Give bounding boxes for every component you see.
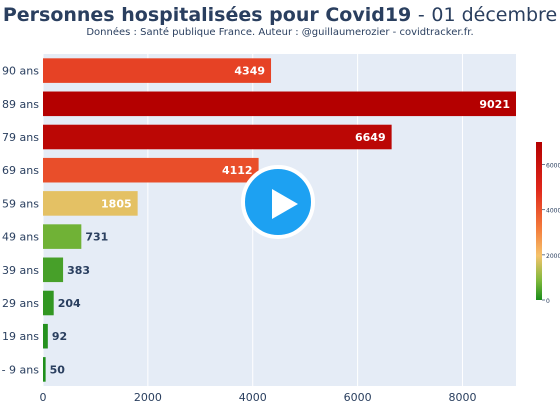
- chart-title: Personnes hospitalisées pour Covid19 - 0…: [0, 4, 560, 26]
- colorbar-tick-label: 6000: [546, 163, 560, 170]
- x-tick-label: 4000: [239, 391, 267, 404]
- bar: [43, 191, 138, 216]
- title-date: 01 décembre: [431, 4, 558, 26]
- category-label: 10 - 19 ans: [0, 330, 39, 343]
- bar-value-label: 731: [85, 231, 108, 244]
- colorbar: 0 2000 4000 6000: [536, 142, 560, 305]
- bar-value-label: 50: [50, 363, 66, 376]
- colorbar-tick-label: 2000: [546, 253, 560, 260]
- category-label: 20 - 29 ans: [0, 297, 39, 310]
- category-label: 40 - 49 ans: [0, 231, 39, 244]
- x-tick-label: 6000: [344, 391, 372, 404]
- category-label: 0 - 9 ans: [0, 363, 39, 376]
- bar: [43, 290, 54, 316]
- category-label: 80 - 89 ans: [0, 98, 39, 111]
- colorbar-tick-label: 0: [546, 298, 550, 305]
- bar: [43, 124, 392, 150]
- bar-value-label: 4349: [234, 65, 265, 78]
- bar-value-label: 383: [67, 264, 90, 277]
- chart-subtitle: Données : Santé publique France. Auteur …: [86, 27, 474, 38]
- bars: 4349 9021 6649 4112 1805 731 383 204 92 50: [43, 58, 516, 382]
- x-axis-ticks: 0 2000 4000 6000 8000: [40, 391, 477, 404]
- bar-value-label: 6649: [355, 131, 386, 144]
- bar: [43, 157, 259, 183]
- bar: [43, 224, 82, 249]
- x-tick-label: 8000: [448, 391, 476, 404]
- bar: [43, 323, 48, 349]
- x-tick-label: 2000: [134, 391, 162, 404]
- title-separator: -: [417, 4, 425, 26]
- bar-value-label: 9021: [479, 98, 510, 111]
- bar-value-label: 204: [58, 297, 81, 310]
- colorbar-tick-label: 4000: [546, 208, 560, 215]
- colorbar-gradient: [536, 142, 542, 300]
- bar: [43, 91, 516, 117]
- category-label: 70 - 79 ans: [0, 131, 39, 144]
- bar-value-label: 4112: [222, 164, 253, 177]
- category-label: 50 - 59 ans: [0, 197, 39, 210]
- play-icon[interactable]: [241, 165, 315, 239]
- y-axis-labels: > 90 ans 80 - 89 ans 70 - 79 ans 60 - 69 an…: [0, 65, 39, 377]
- bar-value-label: 1805: [101, 197, 132, 210]
- title-main: Personnes hospitalisées pour Covid19: [2, 4, 412, 26]
- category-label: 60 - 69 ans: [0, 164, 39, 177]
- x-tick-label: 0: [40, 391, 47, 404]
- bar-value-label: 92: [52, 330, 67, 343]
- bar: [43, 357, 46, 382]
- category-label: > 90 ans: [0, 65, 39, 78]
- bar: [43, 257, 64, 283]
- category-label: 30 - 39 ans: [0, 264, 39, 277]
- bar: [43, 58, 272, 83]
